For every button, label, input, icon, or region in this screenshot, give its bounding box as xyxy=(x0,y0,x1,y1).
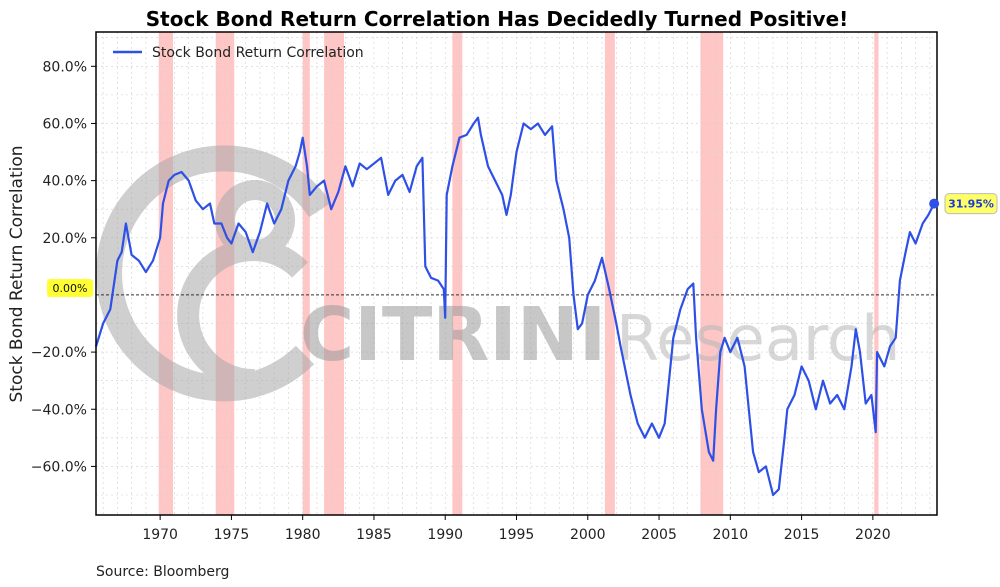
x-tick-label: 2000 xyxy=(570,527,606,543)
x-tick-label: 1995 xyxy=(499,527,535,543)
y-tick-label: 20.0% xyxy=(43,231,87,247)
x-tick-label: 1975 xyxy=(214,527,250,543)
recession-band-6 xyxy=(700,32,724,515)
y-tick-label: −60.0% xyxy=(31,459,87,475)
y-tick-label: 80.0% xyxy=(43,59,87,75)
series-layer xyxy=(94,116,936,497)
recession-band-7 xyxy=(874,32,879,515)
last-value-marker xyxy=(929,198,940,209)
x-tick-label: 1985 xyxy=(356,527,392,543)
y-tick-label: −20.0% xyxy=(31,345,87,361)
y-tick-label: 60.0% xyxy=(43,116,87,132)
zero-value-badge: 0.00% xyxy=(47,279,93,297)
last-badge-background xyxy=(944,193,998,215)
recession-band-0 xyxy=(158,32,173,515)
citrini-logo-icon xyxy=(96,145,331,402)
last-value-badge: 31.95% xyxy=(944,193,998,215)
y-tick-label: 40.0% xyxy=(43,174,87,190)
zero-badge-background xyxy=(47,279,93,297)
recession-band-5 xyxy=(604,32,615,515)
chart-title: Stock Bond Return Correlation Has Decide… xyxy=(146,7,849,31)
x-tick-label: 1990 xyxy=(427,527,463,543)
legend: Stock Bond Return Correlation xyxy=(113,45,364,61)
citrini-watermark: CITRINI Research xyxy=(96,145,900,402)
recession-band-3 xyxy=(324,32,345,515)
series-line xyxy=(94,116,936,497)
y-axis-label: Stock Bond Return Correlation xyxy=(7,145,27,402)
legend-entry: Stock Bond Return Correlation xyxy=(152,45,364,61)
zero-badge-text: 0.00% xyxy=(53,282,88,295)
x-tick-label: 2020 xyxy=(855,527,891,543)
x-tick-label: 2010 xyxy=(712,527,748,543)
recession-band-4 xyxy=(452,32,463,515)
x-tick-label: 1980 xyxy=(285,527,321,543)
source-note: Source: Bloomberg xyxy=(96,564,229,580)
watermark-brand-bold: CITRINI xyxy=(300,292,606,378)
last-badge-text: 31.95% xyxy=(948,198,994,211)
y-tick-label: −40.0% xyxy=(31,402,87,418)
y-axis-ticks: −60.0% −40.0% −20.0% 20.0% 40.0% 60.0% 80.0% xyxy=(31,59,96,475)
gridlines xyxy=(96,32,937,515)
x-tick-label: 1970 xyxy=(142,527,178,543)
x-axis-ticks: 1970 1975 1980 1985 1990 1995 2000 2005 2010 2015… xyxy=(142,515,891,543)
recession-band-2 xyxy=(302,32,310,515)
x-tick-label: 2005 xyxy=(641,527,677,543)
x-tick-label: 2015 xyxy=(784,527,820,543)
